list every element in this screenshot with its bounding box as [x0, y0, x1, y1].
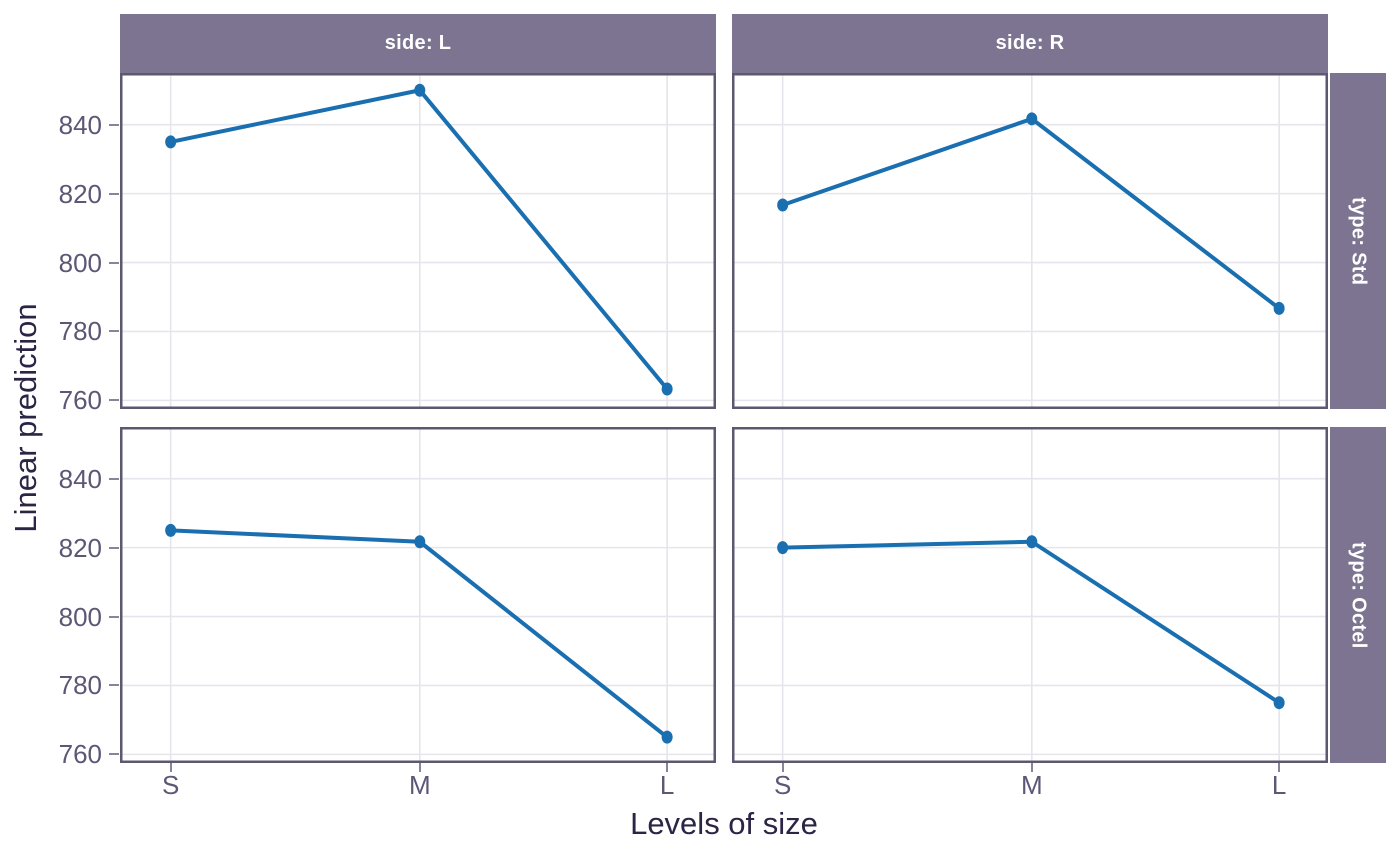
y-tick-label: 800 — [58, 247, 102, 278]
data-point — [1273, 696, 1285, 710]
panel-std-side-l — [120, 73, 716, 409]
y-tick-label: 760 — [58, 385, 102, 416]
y-tick-mark — [109, 546, 119, 549]
panel-octel-side-r — [732, 427, 1328, 763]
y-tick-label: 820 — [58, 178, 102, 209]
data-point — [661, 730, 673, 744]
panel-canvas — [120, 73, 716, 409]
facet-strip-type-octel-label: type: Octel — [1347, 541, 1370, 649]
x-tick-label: M — [408, 770, 431, 800]
y-tick-mark — [109, 261, 119, 264]
y-tick-mark — [109, 753, 119, 756]
y-tick-mark — [109, 477, 119, 480]
panel-std-side-r — [732, 73, 1328, 409]
panel-canvas — [120, 427, 716, 763]
trend-line — [782, 116, 1281, 310]
data-point — [414, 83, 426, 97]
panel-border — [120, 427, 716, 763]
data-point — [165, 135, 177, 149]
facet-strip-side-r: side: R — [732, 14, 1328, 73]
trend-line — [170, 88, 669, 391]
facet-strip-type-std-label: type: Std — [1347, 196, 1370, 286]
x-tick-mark — [781, 763, 784, 772]
x-tick-mark — [1278, 763, 1281, 772]
y-tick-mark — [109, 192, 119, 195]
y-tick-mark — [109, 123, 119, 126]
x-tick-mark — [1030, 763, 1033, 772]
facet-strip-side-l: side: L — [120, 14, 716, 73]
panel-canvas — [732, 73, 1328, 409]
data-point — [1026, 535, 1038, 549]
panel-border — [120, 73, 716, 409]
data-point — [1273, 301, 1285, 315]
y-tick-label: 840 — [58, 463, 102, 494]
y-tick-label: 780 — [58, 670, 102, 701]
x-tick-label: S — [773, 770, 792, 800]
x-tick-label: M — [1020, 770, 1043, 800]
y-tick-mark — [109, 684, 119, 687]
panel-border — [732, 73, 1328, 409]
y-tick-mark — [109, 615, 119, 618]
x-tick-label: L — [1271, 770, 1287, 800]
y-tick-label: 800 — [58, 601, 102, 632]
y-tick-label: 840 — [58, 109, 102, 140]
y-tick-label: 820 — [58, 532, 102, 563]
y-tick-mark — [109, 399, 119, 402]
trend-line — [782, 539, 1281, 705]
data-point — [777, 198, 789, 212]
x-tick-mark — [666, 763, 669, 772]
data-point — [165, 523, 177, 537]
facet-strip-type-std: type: Std — [1330, 73, 1386, 409]
data-point — [414, 535, 426, 549]
panel-octel-side-l — [120, 427, 716, 763]
panel-canvas — [732, 427, 1328, 763]
data-point — [1026, 112, 1038, 126]
x-axis-title: Levels of size — [630, 806, 818, 841]
x-tick-label: S — [161, 770, 180, 800]
x-tick-label: L — [659, 770, 675, 800]
data-point — [661, 382, 673, 396]
facet-strip-type-octel: type: Octel — [1330, 427, 1386, 763]
y-tick-label: 760 — [58, 739, 102, 770]
panel-border — [732, 427, 1328, 763]
data-point — [777, 541, 789, 555]
x-tick-mark — [418, 763, 421, 772]
trend-line — [170, 528, 669, 739]
x-tick-mark — [169, 763, 172, 772]
y-tick-label: 780 — [58, 316, 102, 347]
y-tick-mark — [109, 330, 119, 333]
